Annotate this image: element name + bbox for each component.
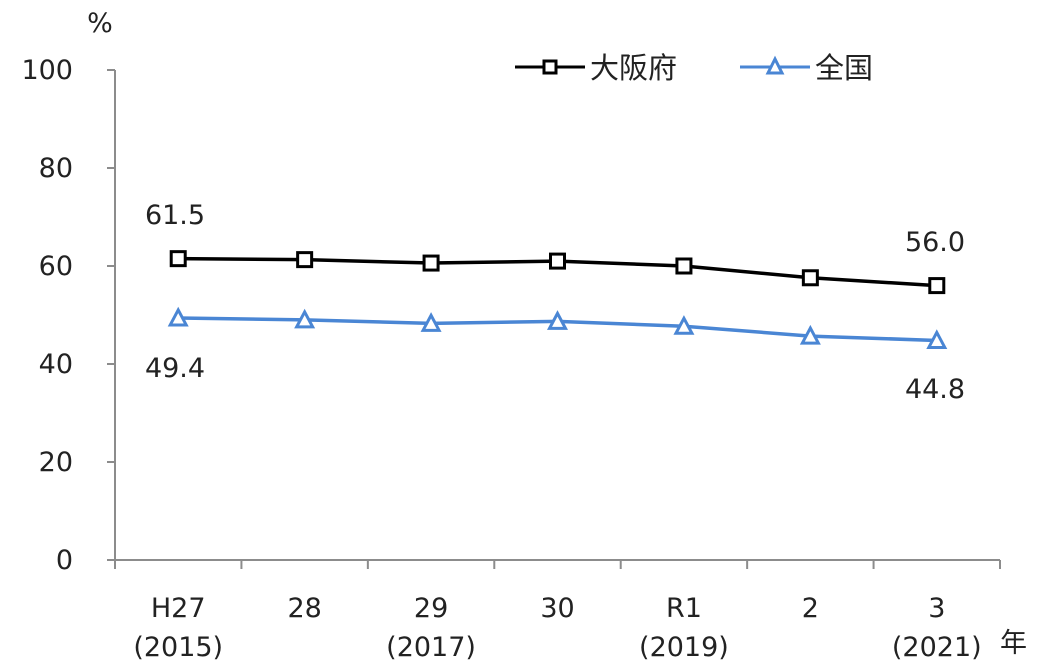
x-tick-label-year: (2017) [386, 632, 476, 663]
data-point-triangle [167, 306, 189, 327]
data-point-triangle [926, 329, 948, 349]
data-label-osaka-first: 61.5 [145, 200, 205, 231]
legend-marker-square-icon [542, 59, 558, 75]
data-point-triangle [799, 324, 821, 345]
legend-item-osaka: 大阪府 [515, 51, 677, 85]
y-unit-label: % [87, 8, 113, 39]
x-tick-label-year: (2019) [639, 632, 729, 663]
data-point-triangle [673, 315, 695, 335]
x-tick-label: 3 [928, 593, 945, 624]
y-axis: 0 20 40 60 80 100 [21, 55, 116, 576]
y-tick-label: 20 [39, 447, 73, 478]
legend-item-national: 全国 [740, 51, 873, 85]
data-label-osaka-last: 56.0 [905, 227, 965, 258]
legend-marker-triangle-icon [765, 55, 785, 75]
x-tick-label: 30 [540, 593, 574, 624]
data-label-national-last: 44.8 [905, 374, 965, 405]
data-point-triangle [420, 312, 442, 332]
y-tick-label: 100 [21, 55, 73, 86]
x-tick-label-year: (2015) [133, 632, 223, 663]
data-point-square [422, 254, 440, 272]
data-point-square [801, 269, 819, 287]
y-tick-label: 0 [56, 545, 73, 576]
series-osaka [169, 250, 946, 295]
x-tick-label-year: (2021) [892, 632, 982, 663]
series-group [167, 250, 948, 349]
data-label-national-first: 49.4 [145, 353, 205, 384]
data-point-square [549, 252, 566, 270]
x-tick-label: H27 [151, 593, 206, 624]
x-tick-label: R1 [666, 593, 702, 624]
legend: 大阪府 全国 [515, 51, 873, 85]
x-axis: H27 (2015) 28 29 (2017) 30 R1 (2019) 2 3 (2021) [114, 559, 1001, 663]
x-tick-label: 2 [802, 593, 819, 624]
y-tick-label: 40 [39, 349, 73, 380]
data-point-square [928, 277, 946, 295]
x-tick-label: 29 [414, 593, 448, 624]
data-point-square [675, 257, 693, 275]
series-national [167, 306, 948, 349]
x-unit-label: 年 [1000, 628, 1027, 659]
legend-label-national: 全国 [815, 51, 873, 85]
y-tick-label: 80 [39, 153, 73, 184]
x-tick-label: 28 [287, 593, 321, 624]
y-tick-label: 60 [39, 251, 73, 282]
data-point-triangle [294, 308, 316, 329]
legend-label-osaka: 大阪府 [590, 51, 677, 85]
data-point-square [296, 251, 314, 269]
data-point-triangle [547, 310, 568, 330]
data-point-square [169, 250, 187, 268]
